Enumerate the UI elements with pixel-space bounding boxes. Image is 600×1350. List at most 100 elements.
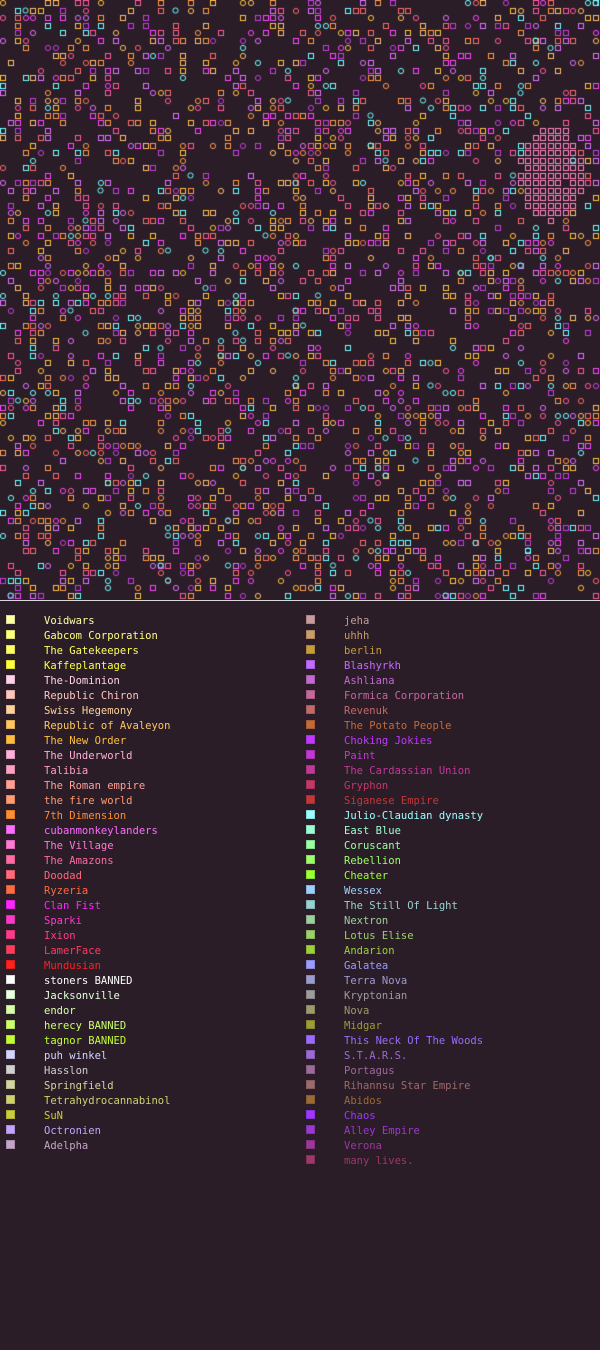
legend-entry[interactable]: many lives. [300,1154,600,1169]
color-swatch [6,780,15,789]
legend-entry[interactable]: The Amazons [0,854,300,869]
legend-entry[interactable]: The Gatekeepers [0,644,300,659]
legend-entry[interactable]: The Roman empire [0,779,300,794]
empire-name: Republic Chiron [44,690,139,702]
legend-entry[interactable]: Ryzeria [0,884,300,899]
legend-entry[interactable]: Siganese Empire [300,794,600,809]
empire-name: The Roman empire [44,780,146,792]
legend-entry[interactable]: Springfield [0,1079,300,1094]
legend-entry[interactable]: Portagus [300,1064,600,1079]
legend-entry[interactable]: LamerFace [0,944,300,959]
legend-entry[interactable]: The Village [0,839,300,854]
legend-entry[interactable]: Andarion [300,944,600,959]
legend-entry[interactable]: berlin [300,644,600,659]
legend-entry[interactable]: Revenuk [300,704,600,719]
legend-entry[interactable]: The Cardassian Union [300,764,600,779]
empire-name: Swiss Hegemony [44,705,133,717]
empire-name: The New Order [44,735,127,747]
legend-entry[interactable]: Formica Corporation [300,689,600,704]
legend-entry[interactable]: S.T.A.R.S. [300,1049,600,1064]
legend-entry[interactable]: Midgar [300,1019,600,1034]
legend-entry[interactable]: The New Order [0,734,300,749]
color-swatch [306,945,315,954]
legend-entry[interactable]: The Underworld [0,749,300,764]
legend-entry[interactable]: Clan Fist [0,899,300,914]
legend-entry[interactable]: Nova [300,1004,600,1019]
legend-entry[interactable]: Nextron [300,914,600,929]
empire-name: Ashliana [344,675,395,687]
legend-entry[interactable]: Julio-Claudian dynasty [300,809,600,824]
legend-entry[interactable]: Republic of Avaleyon [0,719,300,734]
legend-entry[interactable]: cubanmonkeylanders [0,824,300,839]
legend-entry[interactable]: The-Dominion [0,674,300,689]
legend-entry[interactable]: Blashyrkh [300,659,600,674]
color-swatch [306,630,315,639]
legend-entry[interactable]: the fire world [0,794,300,809]
legend-entry[interactable]: Wessex [300,884,600,899]
legend-entry[interactable]: Mundusian [0,959,300,974]
legend-entry[interactable]: Gabcom Corporation [0,629,300,644]
legend-entry[interactable]: Abidos [300,1094,600,1109]
legend-entry[interactable]: Kryptonian [300,989,600,1004]
legend-entry[interactable]: SuN [0,1109,300,1124]
legend-entry[interactable]: Choking Jokies [300,734,600,749]
empire-name: berlin [344,645,382,657]
legend-entry[interactable]: Ixion [0,929,300,944]
color-swatch [6,765,15,774]
legend-entry[interactable]: Ashliana [300,674,600,689]
empire-name: Portagus [344,1065,395,1077]
empire-name: uhhh [344,630,370,642]
legend-entry[interactable]: Talibia [0,764,300,779]
color-swatch [6,630,15,639]
empire-name: Abidos [344,1095,382,1107]
legend-entry[interactable]: 7th Dimension [0,809,300,824]
legend-entry[interactable]: puh winkel [0,1049,300,1064]
legend-entry[interactable]: Jacksonville [0,989,300,1004]
legend-entry[interactable]: Republic Chiron [0,689,300,704]
empire-name: puh winkel [44,1050,108,1062]
legend-entry[interactable]: Terra Nova [300,974,600,989]
legend-entry[interactable]: Gryphon [300,779,600,794]
legend-entry[interactable]: The Potato People [300,719,600,734]
legend-entry[interactable]: Chaos [300,1109,600,1124]
legend-entry[interactable]: Swiss Hegemony [0,704,300,719]
legend-entry[interactable]: Adelpha [0,1139,300,1154]
legend-entry[interactable]: Verona [300,1139,600,1154]
empire-name: Clan Fist [44,900,101,912]
legend-entry[interactable]: The Still Of Light [300,899,600,914]
legend-entry[interactable]: Voidwars [0,614,300,629]
legend-entry[interactable]: stoners BANNED [0,974,300,989]
empire-name: Lotus Elise [344,930,414,942]
color-swatch [6,795,15,804]
empire-name: Formica Corporation [344,690,465,702]
legend-entry[interactable]: jeha [300,614,600,629]
legend-entry[interactable]: Hasslon [0,1064,300,1079]
legend-entry[interactable]: Lotus Elise [300,929,600,944]
legend-entry[interactable]: Tetrahydrocannabinol [0,1094,300,1109]
legend-entry[interactable]: herecy BANNED [0,1019,300,1034]
legend-entry[interactable]: Rebellion [300,854,600,869]
legend-entry[interactable]: tagnor BANNED [0,1034,300,1049]
legend-entry[interactable]: Rihannsu Star Empire [300,1079,600,1094]
empire-name: Tetrahydrocannabinol [44,1095,171,1107]
galaxy-map[interactable] [0,0,600,600]
legend-entry[interactable]: Cheater [300,869,600,884]
color-swatch [306,990,315,999]
empire-name: Blashyrkh [344,660,401,672]
color-swatch [306,930,315,939]
legend-entry[interactable]: endor [0,1004,300,1019]
color-swatch [306,1095,315,1104]
legend-entry[interactable]: Coruscant [300,839,600,854]
legend-entry[interactable]: Kaffeplantage [0,659,300,674]
legend-entry[interactable]: East Blue [300,824,600,839]
legend-entry[interactable]: Sparki [0,914,300,929]
color-swatch [6,990,15,999]
legend-entry[interactable]: Octronien [0,1124,300,1139]
legend-entry[interactable]: Galatea [300,959,600,974]
legend-entry[interactable]: This Neck Of The Woods [300,1034,600,1049]
legend-entry[interactable]: uhhh [300,629,600,644]
legend-entry[interactable]: Doodad [0,869,300,884]
legend-entry[interactable]: Paint [300,749,600,764]
legend-entry[interactable]: Alley Empire [300,1124,600,1139]
color-swatch [6,930,15,939]
